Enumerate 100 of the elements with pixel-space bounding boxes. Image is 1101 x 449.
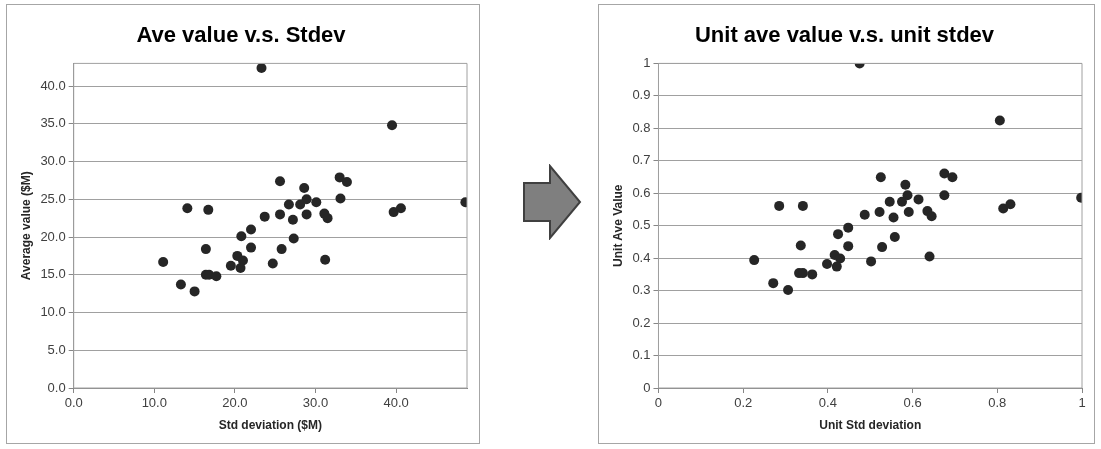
x-tick-label: 0.2 (734, 395, 753, 411)
point (897, 196, 907, 207)
point (246, 242, 257, 253)
y-tick-label: 10.0 (40, 304, 66, 320)
point (275, 209, 286, 220)
y-tick-label: 35.0 (40, 115, 66, 131)
point (833, 229, 844, 240)
point (831, 261, 842, 272)
point (299, 182, 310, 193)
y-tick-label: 0.2 (632, 314, 651, 330)
point (276, 244, 287, 255)
y-tick-label: 0.1 (632, 347, 651, 363)
y-tick-label: 0 (643, 379, 651, 395)
x-tick-label: 20.0 (222, 395, 248, 411)
point (200, 244, 211, 255)
point (288, 233, 299, 244)
point (875, 172, 886, 183)
x-axis-title: Unit Std deviation (819, 418, 922, 433)
x-tick-label: 30.0 (302, 395, 329, 411)
point (900, 179, 911, 190)
y-tick-label: 0.8 (632, 119, 651, 135)
point (835, 253, 846, 264)
chart-title: Unit ave value v.s. unit stdev (694, 22, 995, 48)
point (843, 241, 854, 252)
point (301, 194, 312, 205)
point (395, 203, 406, 214)
point (797, 200, 808, 211)
point (998, 203, 1009, 214)
point (926, 211, 937, 222)
point (203, 204, 214, 215)
x-tick-label: 1 (1078, 395, 1086, 411)
y-tick-label: 1 (643, 54, 651, 70)
point (287, 214, 298, 225)
point (256, 63, 267, 73)
y-axis-title: Unit Ave Value (610, 184, 625, 267)
point (866, 256, 877, 267)
y-tick-label: 15.0 (40, 266, 66, 282)
point (947, 172, 958, 183)
point (903, 207, 914, 218)
point (322, 213, 333, 224)
x-tick-label: 40.0 (383, 395, 409, 411)
point (877, 242, 888, 253)
y-tick-label: 0.3 (632, 282, 651, 298)
point (341, 176, 352, 187)
y-tick-label: 5.0 (47, 341, 66, 357)
point (1005, 199, 1016, 210)
y-tick-label: 0.4 (632, 249, 651, 265)
point (889, 232, 900, 243)
y-tick-label: 20.0 (40, 228, 66, 244)
point (768, 278, 779, 289)
y-tick-label: 0.0 (47, 379, 66, 395)
point (211, 271, 222, 282)
x-axis-title: Std deviation ($M) (218, 418, 323, 433)
point (387, 120, 398, 131)
point (774, 200, 785, 211)
x-tick-label: 10.0 (141, 395, 167, 411)
point (939, 168, 950, 179)
point (335, 193, 346, 204)
point (246, 224, 257, 235)
point (225, 260, 236, 271)
point (913, 194, 924, 205)
point (320, 254, 331, 265)
point (267, 258, 278, 269)
point (994, 115, 1005, 126)
point (283, 199, 294, 210)
x-tick-label: 0.0 (64, 395, 83, 411)
point (334, 172, 345, 183)
y-tick-label: 0.7 (632, 152, 651, 168)
point (235, 262, 246, 273)
x-tick-label: 0.6 (903, 395, 922, 411)
point (158, 256, 169, 267)
y-tick-label: 25.0 (40, 190, 66, 206)
point (749, 255, 760, 266)
y-tick-label: 0.5 (632, 217, 651, 233)
point (311, 197, 322, 208)
y-tick-label: 30.0 (40, 153, 66, 169)
point (807, 269, 818, 280)
y-axis-title: Average value ($M) (18, 171, 33, 281)
point (259, 211, 270, 222)
y-tick-label: 0.6 (632, 184, 651, 200)
point (295, 199, 306, 210)
x-tick-label: 0.4 (818, 395, 837, 411)
point (175, 279, 186, 290)
point (182, 203, 193, 214)
point (902, 190, 913, 201)
point (874, 207, 885, 218)
point (924, 251, 935, 262)
point (859, 209, 870, 220)
point (939, 190, 950, 201)
y-tick-label: 40.0 (40, 77, 66, 93)
point (783, 284, 794, 295)
y-tick-label: 0.9 (632, 87, 651, 103)
point (888, 212, 899, 223)
point (795, 240, 806, 251)
point (822, 259, 833, 269)
x-tick-label: 0.8 (988, 395, 1007, 411)
point (301, 209, 312, 220)
point (236, 231, 247, 242)
point (884, 196, 895, 207)
point (189, 286, 200, 297)
